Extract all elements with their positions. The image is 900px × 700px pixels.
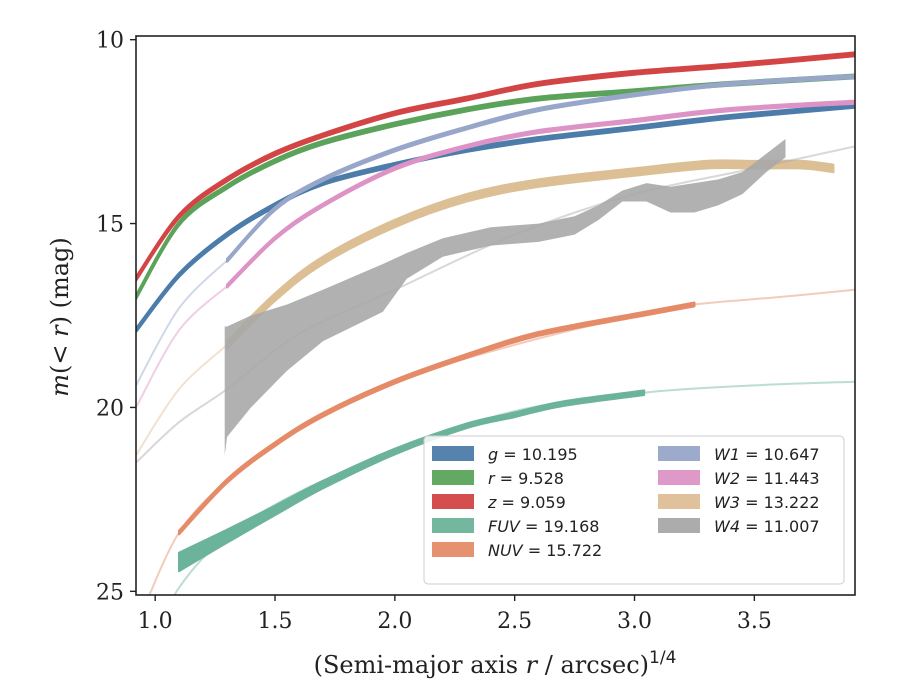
legend-label: NUV = 15.722: [488, 541, 602, 560]
series-w3-extension: [136, 344, 228, 456]
y-axis-label: m(< r) (mag): [46, 237, 74, 397]
y-tick-label: 25: [96, 580, 124, 605]
x-tick-label: 1.0: [138, 609, 173, 634]
x-tick-label: 1.5: [258, 609, 293, 634]
legend-swatch: [658, 470, 700, 485]
axes-frame: [135, 35, 856, 596]
legend-swatch: [432, 494, 474, 509]
series-z-line: [136, 51, 855, 282]
legend-label: W3 = 13.222: [714, 493, 820, 512]
series-w1-line: [226, 73, 855, 263]
y-axis: 10 15 20 25: [96, 29, 136, 605]
legend-label: r = 9.528: [488, 469, 564, 488]
legend-swatch: [432, 542, 474, 557]
legend-label: g = 10.195: [488, 445, 578, 464]
legend-swatch: [658, 446, 700, 461]
series-r-line: [136, 73, 855, 301]
series-nuv-line: [178, 301, 696, 536]
legend: g = 10.195 r = 9.528 z = 9.059 FUV = 19.168…: [423, 435, 845, 585]
series-w3-line: [226, 159, 835, 350]
x-tick-label: 3.0: [617, 609, 652, 634]
legend-label: FUV = 19.168: [488, 517, 599, 536]
series-w4-band: [224, 139, 786, 456]
legend-label: W2 = 11.443: [714, 469, 820, 488]
series-w2-extension: [136, 285, 228, 408]
legend-box: [423, 435, 845, 585]
legend-swatch: [432, 446, 474, 461]
x-tick-label: 2.0: [377, 609, 412, 634]
legend-label: z = 9.059: [487, 493, 566, 512]
legend-swatch: [432, 518, 474, 533]
series-w1-extension: [136, 259, 228, 386]
legend-swatch: [432, 470, 474, 485]
legend-swatch: [658, 494, 700, 509]
legend-label: W1 = 10.647: [714, 445, 820, 464]
x-axis: 1.0 1.5 2.0 2.5 3.0 3.5: [138, 595, 772, 634]
y-tick-label: 10: [96, 29, 124, 54]
legend-swatch: [658, 518, 700, 533]
x-axis-label: (Semi-major axis r / arcsec)1/4: [314, 648, 677, 679]
y-tick-label: 15: [96, 213, 124, 238]
plot-area: [136, 51, 855, 595]
x-tick-label: 2.5: [497, 609, 532, 634]
series-w4-extension: [136, 145, 855, 464]
series-w2-line: [226, 99, 855, 289]
legend-label: W4 = 11.007: [714, 517, 820, 536]
series-fuv-line: [178, 389, 646, 573]
x-tick-label: 3.5: [737, 609, 772, 634]
y-tick-label: 20: [96, 396, 124, 421]
